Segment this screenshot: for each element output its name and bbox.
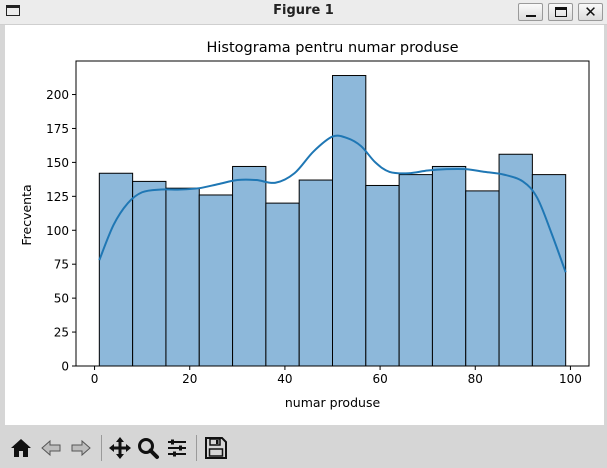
- histogram-chart: Histograma pentru numar produse 0 20 40 60 8…: [19, 40, 590, 410]
- kde-line: [98, 134, 567, 273]
- forward-button[interactable]: [68, 435, 94, 461]
- x-tick-label: 60: [372, 372, 387, 386]
- histogram-bar: [365, 184, 400, 367]
- zoom-icon: [138, 438, 159, 459]
- x-tick-label: 40: [277, 372, 292, 386]
- maximize-button[interactable]: [548, 3, 573, 21]
- close-icon: ✕: [584, 3, 597, 21]
- subplots-button[interactable]: [164, 435, 190, 461]
- minimize-icon: [526, 15, 536, 17]
- y-tick-label: 25: [54, 326, 69, 340]
- x-tick-label: 100: [559, 372, 582, 386]
- maximize-icon: [555, 7, 567, 17]
- zoom-button[interactable]: [135, 435, 161, 461]
- save-icon: [205, 437, 227, 459]
- y-tick-label: 175: [46, 122, 69, 136]
- x-tick-label: 20: [182, 372, 197, 386]
- title-bar: Figure 1 ✕: [0, 0, 607, 25]
- histogram-bar: [531, 174, 567, 367]
- histogram-bar: [398, 174, 433, 367]
- minimize-button[interactable]: [518, 3, 543, 21]
- back-button[interactable]: [38, 435, 64, 461]
- pan-button[interactable]: [107, 435, 133, 461]
- histogram-bar: [431, 165, 467, 367]
- x-axis-ticks: 0 20 40 60 80 100: [91, 366, 582, 386]
- toolbar-separator: [196, 435, 197, 461]
- histogram-bar: [132, 180, 167, 367]
- histogram-bar: [332, 75, 367, 367]
- save-button[interactable]: [203, 435, 229, 461]
- histogram-bar: [465, 190, 500, 367]
- window-title: Figure 1: [273, 3, 334, 18]
- forward-arrow-icon: [71, 439, 91, 457]
- histogram-bar: [498, 153, 533, 367]
- histogram-bars: [98, 75, 567, 367]
- navigation-toolbar: [0, 427, 607, 468]
- histogram-bar: [265, 202, 300, 367]
- histogram-bar: [298, 179, 334, 367]
- y-axis-label: Frecventa: [19, 184, 34, 245]
- home-icon: [11, 439, 31, 457]
- window-app-icon: [6, 5, 20, 16]
- y-tick-label: 0: [61, 360, 69, 374]
- y-tick-label: 100: [46, 224, 69, 238]
- toolbar-separator: [101, 435, 102, 461]
- y-tick-label: 50: [54, 292, 69, 306]
- x-tick-label: 80: [468, 372, 483, 386]
- plot-frame: [75, 60, 590, 367]
- histogram-bar: [198, 194, 234, 367]
- home-button[interactable]: [8, 435, 34, 461]
- x-axis-label: numar produse: [285, 395, 381, 410]
- y-tick-label: 75: [54, 258, 69, 272]
- back-arrow-icon: [41, 439, 61, 457]
- histogram-bar: [232, 165, 267, 367]
- close-button[interactable]: ✕: [578, 3, 603, 21]
- chart-title: Histograma pentru numar produse: [206, 40, 458, 56]
- histogram-bar: [165, 187, 200, 367]
- y-tick-label: 150: [46, 156, 69, 170]
- y-tick-label: 200: [46, 88, 69, 102]
- figure-canvas[interactable]: Histograma pentru numar produse 0 20 40 60 8…: [5, 25, 604, 425]
- y-tick-label: 125: [46, 190, 69, 204]
- y-axis-ticks: 0 25 50 75 100 125 150 175 200: [46, 88, 76, 374]
- x-tick-label: 0: [91, 372, 99, 386]
- pan-icon: [109, 437, 131, 459]
- subplots-icon: [168, 439, 186, 457]
